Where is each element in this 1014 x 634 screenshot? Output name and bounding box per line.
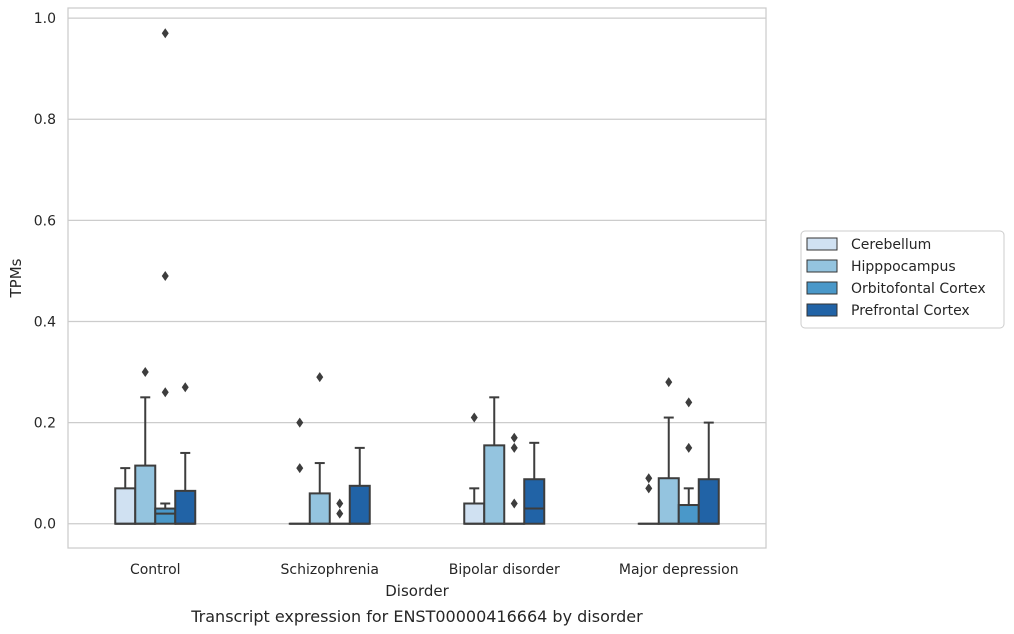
box-hipppocampus	[308, 372, 331, 525]
x-axis-label: Disorder	[385, 582, 449, 600]
outlier-point	[296, 417, 304, 428]
outlier-point	[181, 382, 189, 393]
x-tick-label: Schizophrenia	[281, 562, 379, 578]
legend-label: Orbitofontal Cortex	[851, 281, 986, 297]
y-axis-label: TPMs	[7, 258, 25, 298]
box-rect	[308, 492, 331, 525]
y-tick-label: 0.4	[34, 314, 56, 330]
legend-swatch	[806, 281, 838, 295]
y-tick-label: 1.0	[34, 11, 56, 27]
grid-lines	[68, 17, 766, 525]
box-rect	[114, 487, 137, 525]
box-cerebellum	[114, 467, 137, 525]
x-tick-labels: Control Schizophrenia Bipolar disorder Majo…	[130, 562, 739, 578]
x-tick-label: Bipolar disorder	[449, 562, 560, 578]
box-rect	[697, 478, 720, 525]
box-orbitofontal-cortex	[503, 432, 526, 525]
box-rect	[523, 478, 546, 525]
outlier-point	[665, 377, 673, 388]
x-tick-label: Control	[130, 562, 181, 578]
box-hipppocampus	[483, 396, 506, 525]
plot-frame	[67, 7, 767, 549]
y-tick-label: 0.8	[34, 112, 56, 128]
outlier-point	[470, 412, 478, 423]
box-orbitofontal-cortex	[328, 498, 351, 525]
chart-caption: Transcript expression for ENST0000041666…	[190, 607, 643, 626]
y-tick-labels: 0.0 0.2 0.4 0.6 0.8 1.0	[34, 11, 56, 533]
box-rect	[348, 484, 371, 525]
boxes-layer	[114, 28, 720, 525]
outlier-point	[645, 473, 653, 484]
box-prefrontal-cortex	[697, 421, 720, 525]
box-hipppocampus	[657, 377, 680, 525]
box-rect	[463, 502, 486, 525]
outlier-point	[685, 397, 693, 408]
box-orbitofontal-cortex	[154, 28, 177, 525]
box-prefrontal-cortex	[523, 441, 546, 525]
outlier-point	[685, 442, 693, 453]
legend-swatch	[806, 259, 838, 273]
box-orbitofontal-cortex	[677, 397, 700, 525]
outlier-point	[336, 498, 344, 509]
y-tick-label: 0.6	[34, 213, 56, 229]
legend-label: Prefrontal Cortex	[851, 303, 970, 319]
y-tick-label: 0.0	[34, 517, 56, 533]
outlier-point	[161, 28, 169, 39]
outlier-point	[510, 442, 518, 453]
box-rect	[483, 444, 506, 525]
outlier-point	[336, 508, 344, 519]
outlier-point	[510, 498, 518, 509]
box-prefrontal-cortex	[174, 382, 197, 525]
box-rect	[677, 504, 700, 525]
legend-label: Hipppocampus	[851, 259, 956, 275]
box-rect	[154, 507, 177, 525]
outlier-point	[141, 367, 149, 378]
outlier-point	[161, 387, 169, 398]
outlier-point	[296, 463, 304, 474]
box-hipppocampus	[134, 367, 157, 525]
legend-swatch	[806, 303, 838, 317]
legend-label: Cerebellum	[851, 237, 931, 253]
box-prefrontal-cortex	[348, 446, 371, 525]
box-cerebellum	[637, 473, 660, 525]
outlier-point	[161, 270, 169, 281]
outlier-point	[316, 372, 324, 383]
box-cerebellum	[463, 412, 486, 525]
y-tick-label: 0.2	[34, 416, 56, 432]
box-rect	[174, 489, 197, 525]
box-rect	[657, 477, 680, 525]
box-cerebellum	[288, 417, 311, 525]
legend: Cerebellum Hipppocampus Orbitofontal Corte…	[800, 230, 1005, 329]
legend-swatch	[806, 237, 838, 251]
legend-frame	[800, 230, 1005, 329]
box-rect	[134, 464, 157, 525]
outlier-point	[645, 483, 653, 494]
outlier-point	[510, 432, 518, 443]
x-tick-label: Major depression	[619, 562, 739, 578]
